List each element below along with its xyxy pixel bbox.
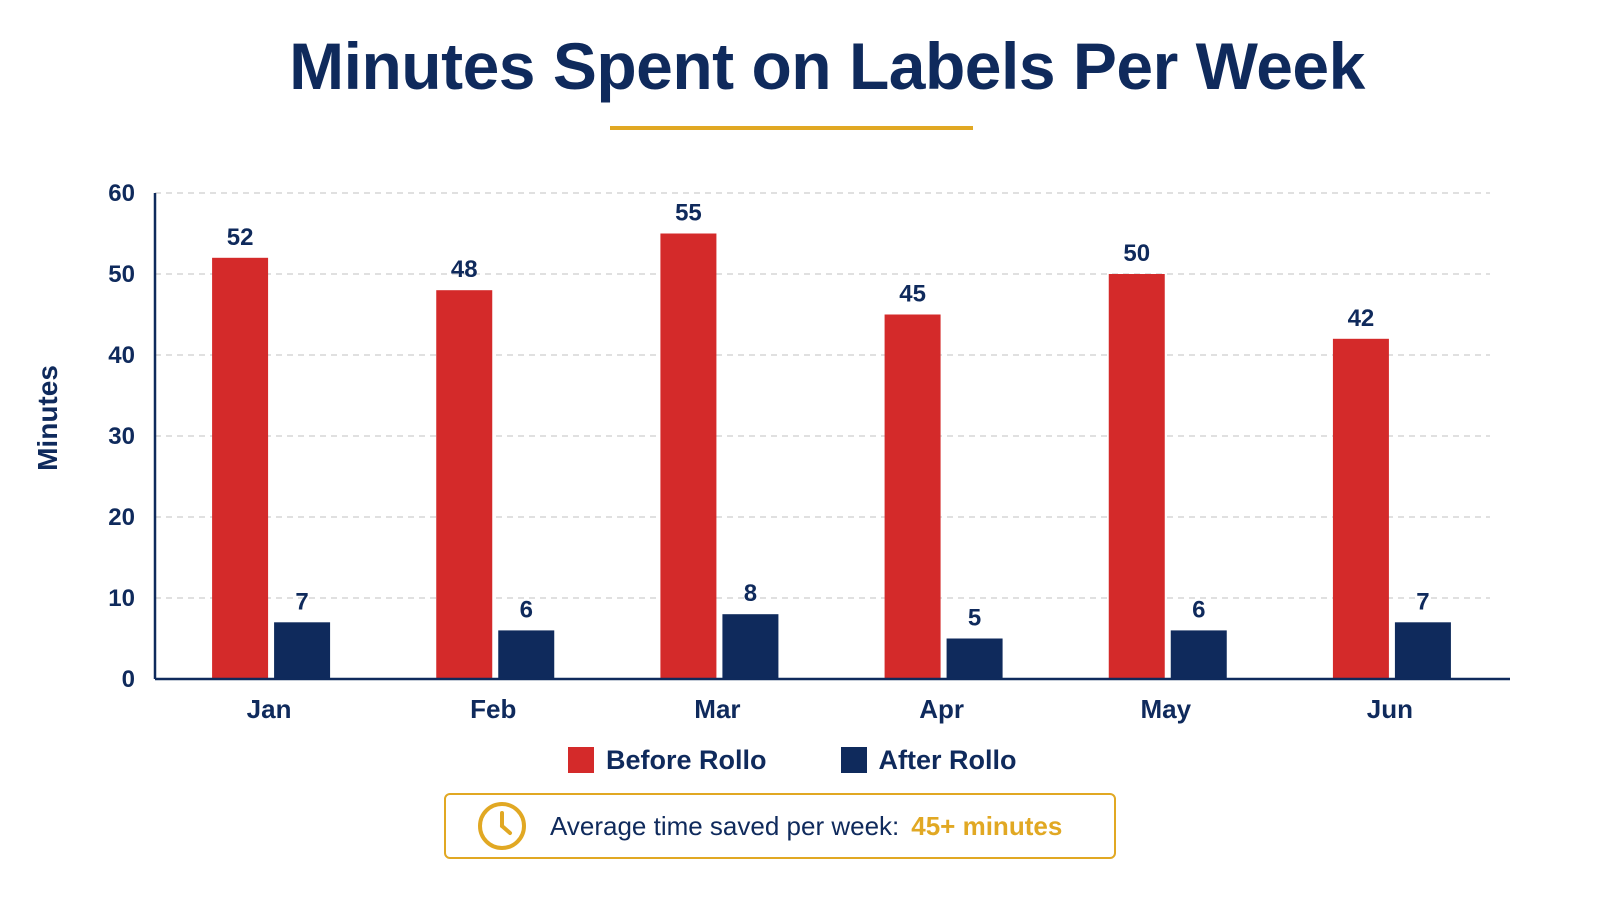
gridlines xyxy=(155,192,1490,599)
x-tick-label: Apr xyxy=(919,694,964,724)
y-tick-label: 50 xyxy=(108,261,135,288)
bar-before-feb xyxy=(436,290,493,679)
bar-after-feb xyxy=(498,630,555,679)
value-label: 48 xyxy=(451,256,478,283)
callout-highlight: 45+ minutes xyxy=(911,810,1063,841)
y-tick-label: 60 xyxy=(108,180,135,207)
value-label: 8 xyxy=(744,580,757,607)
y-tick-label: 10 xyxy=(108,585,135,612)
bar-before-apr xyxy=(884,314,941,679)
bar-after-jun xyxy=(1394,622,1451,679)
clock-icon xyxy=(478,802,526,850)
bar-after-apr xyxy=(946,638,1003,679)
bar-before-mar xyxy=(660,233,717,679)
legend-label-after: After Rollo xyxy=(878,744,1017,775)
value-label: 42 xyxy=(1348,305,1375,332)
x-tick-label: Mar xyxy=(694,694,740,724)
y-axis-title: Minutes xyxy=(32,365,63,471)
legend-item-before: Before Rollo xyxy=(568,745,767,776)
value-labels: 52 7 48 6 55 8 45 5 50 6 42 7 xyxy=(227,200,1430,632)
chart-title: Minutes Spent on Labels Per Week xyxy=(289,29,1365,103)
legend-label-before: Before Rollo xyxy=(606,744,767,775)
time-saved-callout: Average time saved per week: 45+ minutes xyxy=(444,793,1116,859)
title-underline xyxy=(610,126,973,130)
y-tick-label: 40 xyxy=(108,342,135,369)
value-label: 55 xyxy=(675,200,702,227)
legend-swatch-after xyxy=(840,747,867,773)
value-label: 7 xyxy=(295,588,308,615)
x-tick-label: Jan xyxy=(247,694,292,724)
value-label: 6 xyxy=(1192,596,1205,623)
legend: Before Rollo After Rollo xyxy=(568,742,1091,778)
value-label: 52 xyxy=(227,224,254,251)
value-label: 7 xyxy=(1416,588,1429,615)
legend-item-after: After Rollo xyxy=(840,744,1017,776)
x-tick-label: May xyxy=(1140,694,1191,724)
bars xyxy=(212,233,1451,679)
y-axis-ticks: 0 10 20 30 40 50 60 xyxy=(108,180,135,693)
value-label: 5 xyxy=(968,605,981,632)
bar-before-jun xyxy=(1332,338,1389,679)
x-tick-label: Feb xyxy=(470,694,516,724)
bar-after-jan xyxy=(274,622,331,679)
value-label: 45 xyxy=(899,281,926,308)
x-axis-ticks: Jan Feb Mar Apr May Jun xyxy=(247,694,1413,724)
bar-after-may xyxy=(1170,630,1227,679)
bar-before-jan xyxy=(212,257,269,679)
value-label: 50 xyxy=(1123,240,1150,267)
y-tick-label: 0 xyxy=(122,666,135,693)
value-label: 6 xyxy=(520,596,533,623)
legend-swatch-before xyxy=(568,747,594,773)
bar-chart: 0 10 20 30 40 50 60 52 7 48 6 55 8 45 5 50 6 42 7 Jan Feb M… xyxy=(32,180,1510,724)
bar-before-may xyxy=(1108,274,1165,679)
y-tick-label: 20 xyxy=(108,504,135,531)
x-tick-label: Jun xyxy=(1367,694,1413,724)
callout-text: Average time saved per week: xyxy=(550,810,900,841)
bar-after-mar xyxy=(722,614,779,679)
y-tick-label: 30 xyxy=(108,423,135,450)
